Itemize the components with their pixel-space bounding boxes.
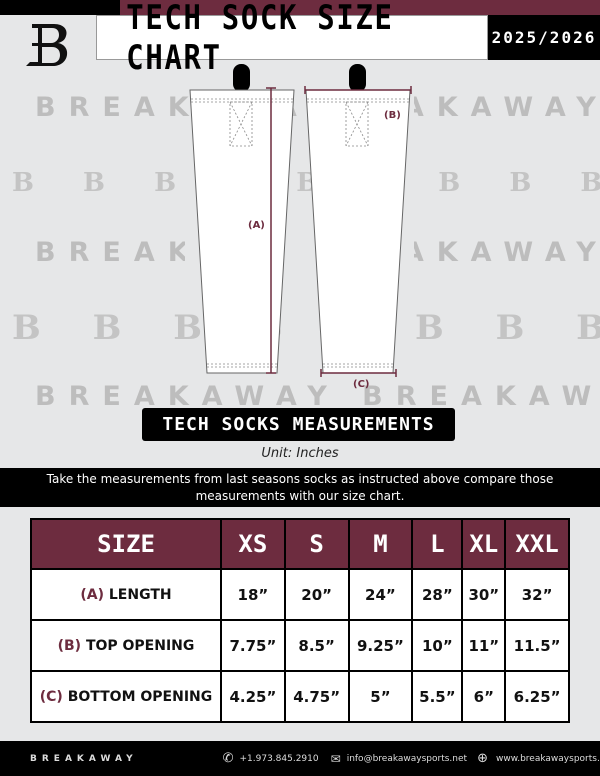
watermark-fragment: BREAKAWAY	[414, 237, 600, 268]
table-cell: 8.5”	[283, 619, 350, 672]
footer: BREAKAWAY ✆ +1.973.845.2910 ✉ info@break…	[0, 741, 600, 776]
watermark-fragment: BREAKAWAY	[362, 381, 600, 412]
column-header: M	[347, 518, 414, 570]
top-bar-black	[0, 0, 120, 15]
instructions-line: measurements with our size chart.	[195, 489, 405, 503]
unit-label: Unit: Inches	[261, 446, 339, 461]
watermark-fragment: BREAKAWAY	[35, 381, 340, 412]
page-title-box: TECH SOCK SIZE CHART	[96, 0, 488, 78]
label-a: (A)	[248, 220, 265, 231]
watermark-text: BREAKAWAY	[414, 237, 600, 268]
left-sock	[189, 89, 295, 374]
table-cell: 10”	[411, 619, 464, 672]
watermark-text: BREAKAWAY	[35, 237, 185, 268]
size-chart-table: SIZE XS S M L XL XXL (A) LENGTH 18” 20” …	[30, 518, 570, 723]
table-cell: 32”	[504, 568, 570, 621]
phone-icon: ✆	[222, 751, 234, 766]
watermark-text: BREAKAWAY BREAKAWAY	[35, 381, 600, 412]
right-sock	[305, 89, 411, 374]
footer-website[interactable]: www.breakawaysports.net	[495, 753, 600, 764]
watermark-text: BREAKAWAY	[414, 92, 600, 123]
instructions: Take the measurements from last seasons …	[0, 468, 600, 507]
table-row: (A) LENGTH 18” 20” 24” 28” 30” 32”	[30, 568, 570, 621]
brand-logo	[20, 18, 75, 73]
table-cell: 4.25”	[220, 670, 286, 723]
instructions-line: Take the measurements from last seasons …	[46, 472, 554, 486]
page-title: TECH SOCK SIZE CHART	[126, 0, 394, 78]
right-sock-hanger	[349, 64, 366, 92]
column-header: XS	[220, 518, 286, 570]
table-cell: 5”	[347, 670, 414, 723]
column-header: S	[283, 518, 350, 570]
table-header-row: SIZE XS S M L XL XXL	[30, 518, 570, 570]
footer-brand: BREAKAWAY	[30, 753, 138, 764]
table-cell: 6.25”	[504, 670, 570, 723]
column-header: L	[411, 518, 464, 570]
table-cell: 5.5”	[411, 670, 464, 723]
table-cell: 4.75”	[283, 670, 350, 723]
left-sock-hanger	[233, 64, 250, 92]
table-cell: 7.75”	[220, 619, 286, 672]
watermark-fragment: BREAKAWAY	[414, 92, 600, 123]
label-c: (C)	[353, 379, 369, 390]
table-row: (C) BOTTOM OPENING 4.25” 4.75” 5” 5.5” 6…	[30, 670, 570, 723]
table-cell: 28”	[411, 568, 464, 621]
row-label: (A) LENGTH	[30, 568, 222, 621]
top-bar-maroon	[120, 0, 600, 15]
table-cell: 24”	[347, 568, 414, 621]
table-row: (B) TOP OPENING 7.75” 8.5” 9.25” 10” 11”…	[30, 619, 570, 672]
table-cell: 18”	[220, 568, 286, 621]
season-label: 2025/2026	[488, 15, 600, 60]
table-cell: 11.5”	[504, 619, 570, 672]
table-cell: 30”	[461, 568, 507, 621]
footer-phone[interactable]: +1.973.845.2910	[239, 753, 319, 764]
row-label: (B) TOP OPENING	[30, 619, 222, 672]
footer-email[interactable]: info@breakawaysports.net	[346, 753, 468, 764]
section-title: TECH SOCKS MEASUREMENTS	[142, 408, 455, 441]
table-cell: 20”	[283, 568, 350, 621]
table-cell: 9.25”	[347, 619, 414, 672]
label-b: (B)	[384, 110, 401, 121]
column-header: XXL	[504, 518, 570, 570]
globe-icon: ⊕	[477, 751, 488, 766]
column-header: SIZE	[30, 518, 222, 570]
table-cell: 6”	[461, 670, 507, 723]
envelope-icon: ✉	[330, 751, 341, 766]
row-label: (C) BOTTOM OPENING	[30, 670, 222, 723]
sock-diagram: (A) (B) (C)	[189, 64, 412, 390]
table-cell: 11”	[461, 619, 507, 672]
column-header: XL	[461, 518, 507, 570]
